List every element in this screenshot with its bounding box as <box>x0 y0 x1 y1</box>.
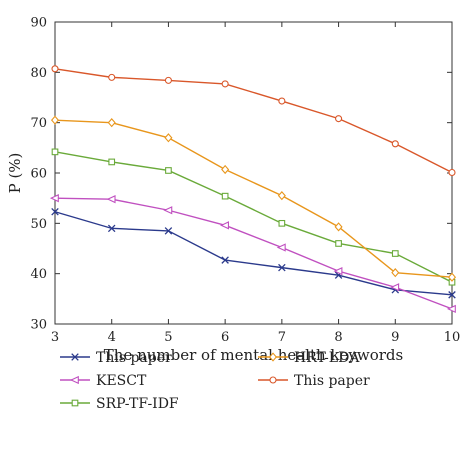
data-point <box>220 221 229 230</box>
legend-swatch-marker <box>268 352 278 362</box>
y-tick-label: 50 <box>30 217 47 232</box>
data-point <box>221 164 230 175</box>
data-point <box>278 263 286 272</box>
data-point <box>51 148 59 156</box>
data-point <box>221 192 229 200</box>
legend-label: KESCT <box>96 373 147 389</box>
legend-label: HRT-LDA <box>294 350 360 366</box>
data-point <box>107 118 116 128</box>
data-point <box>448 291 456 299</box>
data-point <box>391 250 399 257</box>
data-point <box>165 167 172 174</box>
legend-item: HRT-LDA <box>258 350 360 366</box>
data-point <box>164 227 173 235</box>
x-tick-label: 5 <box>164 330 172 345</box>
series-layer <box>49 65 457 314</box>
series-line <box>54 68 453 174</box>
data-point <box>108 73 116 81</box>
x-tick-label: 6 <box>221 330 229 345</box>
data-point <box>447 272 457 282</box>
y-tick-label: 80 <box>30 66 47 81</box>
legend-item: This paper <box>258 373 370 389</box>
series-4 <box>50 115 457 282</box>
data-point <box>108 158 116 166</box>
legend-swatch-marker <box>269 376 277 384</box>
data-point <box>106 195 116 204</box>
data-point <box>334 222 343 232</box>
y-tick-label: 40 <box>30 267 47 282</box>
data-point <box>391 140 399 148</box>
series-5 <box>51 65 456 177</box>
x-tick-label: 8 <box>334 330 342 345</box>
data-point <box>277 191 286 201</box>
data-point <box>164 76 172 84</box>
data-point <box>107 224 116 233</box>
x-axis-title: The number of mental health keywords <box>104 346 403 364</box>
data-point <box>333 266 343 276</box>
data-point <box>51 207 59 216</box>
series-line <box>54 119 453 278</box>
series-line <box>54 211 453 296</box>
legend-item: This paper <box>60 350 172 366</box>
legend-label: This paper <box>96 350 172 366</box>
y-tick-label: 70 <box>30 116 47 131</box>
plot-frame <box>54 21 453 325</box>
legend-label: SRP-TF-IDF <box>96 396 179 412</box>
legend-swatch-marker <box>69 375 79 385</box>
data-point <box>164 133 173 143</box>
series-2 <box>49 194 456 314</box>
data-point <box>335 115 343 123</box>
legend-label: This paper <box>294 373 370 389</box>
data-point <box>390 283 400 292</box>
data-point <box>50 115 60 125</box>
y-tick-label: 30 <box>30 318 47 333</box>
data-point <box>391 268 400 278</box>
legend-swatch-marker <box>71 399 79 407</box>
ticks-layer: 3 4 5 6 7 8 9 10 30 40 50 60 70 80 90 <box>30 16 460 346</box>
x-tick-label: 3 <box>51 330 59 345</box>
y-axis-title: P (%) <box>6 153 24 194</box>
legend-item: KESCT <box>60 373 147 389</box>
legend: This paper KESCT SRP-TF-IDF HRT-LDA This pap… <box>60 350 370 412</box>
series-line <box>54 197 453 310</box>
y-tick-label: 60 <box>30 167 47 182</box>
x-tick-label: 4 <box>108 330 116 345</box>
data-point <box>278 219 286 227</box>
data-point <box>51 65 59 73</box>
data-point <box>278 97 286 105</box>
series-3 <box>51 148 456 286</box>
data-point <box>49 194 59 203</box>
legend-item: SRP-TF-IDF <box>60 396 179 412</box>
x-tick-label: 9 <box>391 330 399 345</box>
x-tick-label: 10 <box>444 330 461 345</box>
data-point <box>276 243 286 252</box>
data-point <box>335 240 342 247</box>
data-point <box>221 80 229 88</box>
legend-swatch-marker <box>71 353 79 361</box>
data-point <box>163 206 173 215</box>
y-tick-label: 90 <box>30 16 47 31</box>
data-point <box>221 256 229 264</box>
data-point <box>446 304 456 314</box>
x-tick-label: 7 <box>278 330 286 345</box>
series-line <box>54 151 453 283</box>
data-point <box>448 168 456 177</box>
